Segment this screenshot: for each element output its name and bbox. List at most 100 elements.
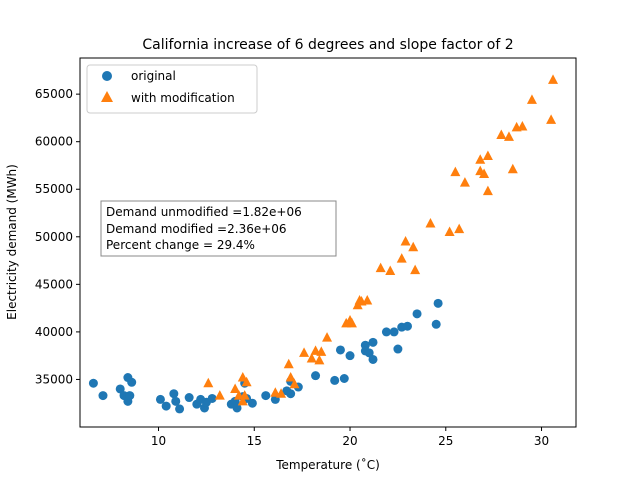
- legend-marker-with-modification: [101, 91, 113, 102]
- data-point-original: [125, 391, 135, 401]
- data-point-with-modification: [276, 388, 287, 398]
- data-point-original: [115, 384, 125, 394]
- y-tick-label: 35000: [35, 372, 73, 386]
- data-point-with-modification: [285, 372, 296, 382]
- data-point-original: [433, 298, 443, 308]
- data-point-with-modification: [482, 150, 493, 160]
- y-tick-label: 45000: [35, 277, 73, 291]
- data-points: [88, 74, 559, 414]
- annotation-line-unmodified: Demand unmodified =1.82e+06: [106, 205, 302, 219]
- data-point-with-modification: [475, 154, 486, 164]
- data-point-original: [381, 327, 391, 337]
- data-point-with-modification: [241, 376, 252, 387]
- data-point-original: [286, 389, 296, 399]
- data-point-with-modification: [239, 390, 250, 400]
- data-point-with-modification: [283, 358, 294, 369]
- data-point-original: [207, 393, 217, 403]
- data-point-original: [88, 378, 98, 388]
- data-point-with-modification: [299, 347, 310, 357]
- data-point-with-modification: [322, 332, 333, 342]
- data-point-original: [169, 389, 179, 399]
- data-point-with-modification: [346, 317, 357, 328]
- y-tick-label: 55000: [35, 182, 73, 196]
- data-point-with-modification: [396, 253, 407, 263]
- data-point-with-modification: [410, 264, 421, 275]
- data-point-with-modification: [408, 241, 419, 252]
- data-point-with-modification: [496, 129, 507, 140]
- data-point-with-modification: [203, 377, 214, 388]
- y-tick-label: 60000: [35, 135, 73, 149]
- data-point-with-modification: [306, 353, 317, 363]
- data-point-with-modification: [362, 295, 373, 305]
- annotation-line-percent-change: Percent change = 29.4%: [106, 238, 255, 252]
- data-point-original: [345, 351, 355, 361]
- data-point-original: [393, 344, 403, 354]
- data-point-original: [339, 373, 349, 383]
- annotation-line-modified: Demand modified =2.36e+06: [106, 222, 287, 236]
- data-point-original: [364, 348, 374, 358]
- data-point-with-modification: [517, 120, 528, 131]
- series-with-modification: [203, 74, 559, 406]
- data-point-with-modification: [214, 390, 225, 400]
- data-point-with-modification: [503, 131, 514, 141]
- data-point-original: [175, 404, 185, 414]
- data-point-with-modification: [385, 265, 396, 276]
- legend: original with modification: [86, 64, 258, 114]
- y-tick-label: 50000: [35, 230, 73, 244]
- data-point-with-modification: [425, 217, 436, 228]
- data-point-with-modification: [479, 168, 490, 179]
- x-tick-label: 10: [151, 434, 166, 448]
- legend-marker-original: [102, 71, 112, 81]
- annotation-box: Demand unmodified =1.82e+06 Demand modif…: [100, 200, 337, 257]
- data-point-original: [98, 391, 108, 401]
- legend-box: [86, 64, 258, 114]
- x-tick-label: 20: [342, 434, 357, 448]
- data-point-with-modification: [546, 114, 557, 124]
- y-tick-label: 65000: [35, 87, 73, 101]
- data-point-original: [232, 403, 242, 413]
- data-point-original: [389, 327, 399, 337]
- data-point-with-modification: [548, 74, 559, 84]
- data-point-original: [330, 375, 340, 385]
- data-point-with-modification: [482, 185, 493, 196]
- x-tick-label: 15: [247, 434, 262, 448]
- y-axis-label: Electricity demand (MWh): [5, 164, 19, 320]
- data-point-original: [161, 401, 171, 411]
- data-point-with-modification: [316, 346, 327, 356]
- axis-ticks: 10 15 20 25 30 35000 40000 45000 50000 55000 60000…: [35, 87, 549, 448]
- y-tick-label: 40000: [35, 325, 73, 339]
- data-point-original: [311, 371, 321, 381]
- data-point-with-modification: [237, 395, 248, 406]
- plot-frame: [79, 57, 577, 428]
- x-tick-label: 30: [534, 434, 549, 448]
- data-point-with-modification: [444, 226, 455, 237]
- data-point-original: [368, 337, 378, 347]
- data-point-with-modification: [289, 378, 300, 389]
- x-tick-label: 25: [438, 434, 453, 448]
- data-point-original: [402, 321, 412, 331]
- data-point-original: [431, 319, 441, 329]
- data-point-original: [247, 398, 257, 408]
- data-point-original: [127, 377, 137, 387]
- legend-label-with-modification: with modification: [131, 91, 235, 105]
- legend-label-original: original: [131, 69, 176, 83]
- data-point-original: [184, 393, 194, 403]
- chart-title: California increase of 6 degrees and slo…: [142, 37, 513, 53]
- x-axis-label: Temperature (˚C): [275, 457, 380, 472]
- data-point-with-modification: [230, 383, 241, 393]
- data-point-with-modification: [526, 94, 537, 104]
- annotation-frame: [100, 200, 337, 257]
- data-point-with-modification: [459, 177, 470, 187]
- data-point-original: [155, 394, 165, 404]
- data-point-original: [261, 391, 271, 401]
- data-point-original: [171, 396, 181, 406]
- data-point-with-modification: [400, 236, 411, 246]
- data-point-with-modification: [450, 166, 461, 177]
- data-point-original: [368, 354, 378, 364]
- data-point-with-modification: [375, 262, 386, 273]
- data-point-original: [412, 309, 422, 319]
- data-point-with-modification: [237, 372, 248, 382]
- data-point-original: [335, 345, 345, 355]
- data-point-with-modification: [454, 223, 465, 234]
